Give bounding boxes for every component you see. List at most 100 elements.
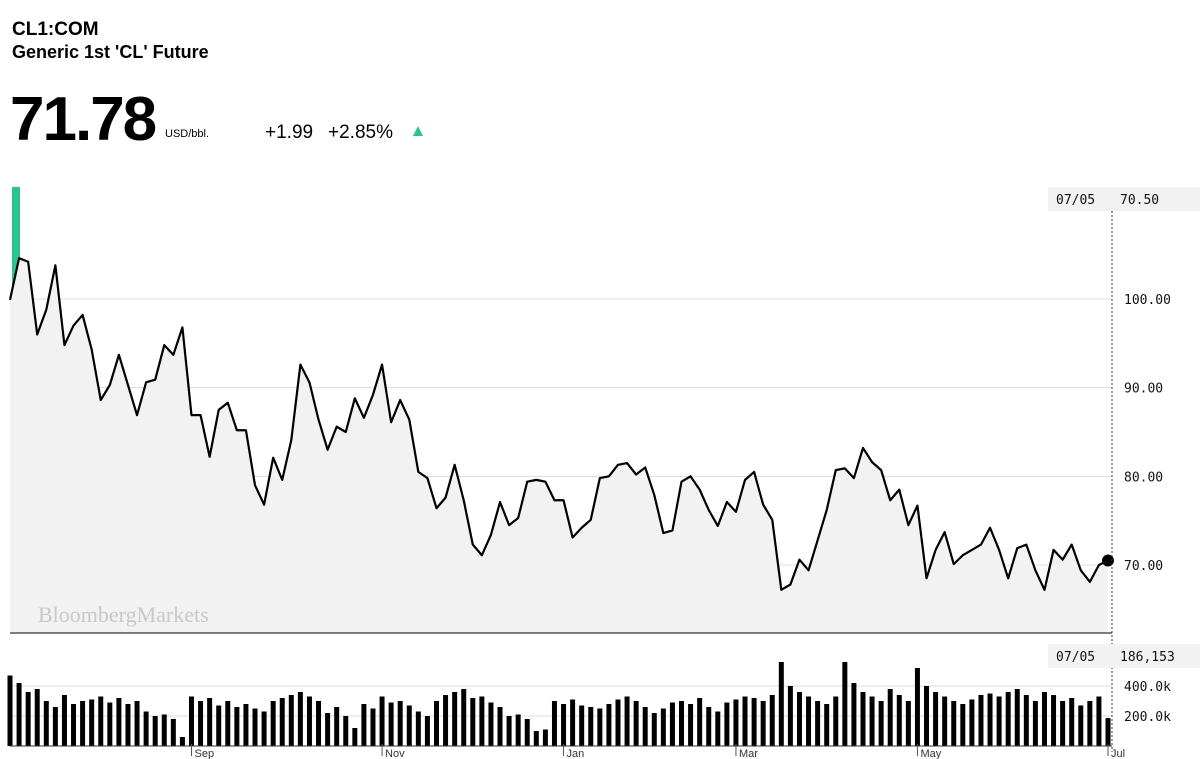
volume-bar — [388, 702, 394, 746]
volume-bar — [134, 701, 140, 746]
volume-bar — [443, 695, 449, 746]
y-tick-label: 70.00 — [1124, 559, 1163, 574]
volume-bar — [878, 701, 884, 746]
volume-bar — [624, 696, 630, 746]
last-point — [1102, 554, 1114, 567]
volume-bar — [905, 701, 911, 746]
volume-bar — [942, 696, 948, 746]
volume-bar — [769, 695, 775, 746]
x-tick-label: Jan — [567, 748, 585, 759]
volume-bar — [43, 701, 49, 746]
plot: 70.00 80.00 90.00 100.00 200.0k 400.0k Sep Nov J… — [7, 187, 1171, 759]
volume-bar — [933, 692, 939, 746]
volume-bar — [1069, 698, 1075, 746]
hover-price: 70.50 — [1120, 193, 1159, 208]
volume-bar — [497, 707, 503, 746]
volume-bar — [343, 716, 349, 746]
price-line — [8, 257, 1109, 591]
volume-bar — [1041, 692, 1047, 746]
volume-bar — [452, 692, 458, 746]
volume-bar — [7, 675, 13, 746]
volume-bar — [52, 707, 58, 746]
volume-bar — [61, 695, 67, 746]
volume-bar — [978, 695, 984, 746]
volume-bar — [787, 686, 793, 746]
volume-bar — [98, 696, 104, 746]
volume-bar — [179, 737, 185, 746]
volume-bar — [724, 702, 730, 746]
hover-box — [1048, 187, 1200, 211]
instrument-name: Generic 1st 'CL' Future — [12, 42, 209, 62]
volume-bar — [796, 692, 802, 746]
volume-bar — [851, 683, 857, 746]
volume-bar — [1060, 701, 1066, 746]
up-arrow — [413, 126, 423, 136]
volume-bar — [570, 699, 576, 746]
volume-bar — [316, 701, 322, 746]
volume-bar — [143, 711, 149, 746]
change-pct: +2.85% — [328, 122, 393, 143]
volume-bar — [688, 704, 694, 746]
volume-bar — [715, 711, 721, 746]
volume-bar — [479, 696, 485, 746]
volume-bar — [914, 668, 920, 746]
volume-bar — [71, 704, 77, 746]
volume-bar — [379, 696, 385, 746]
volume-bar — [606, 704, 612, 746]
volume-bar — [679, 701, 684, 746]
y-tick-label: 100.00 — [1124, 293, 1171, 308]
volume-bar — [170, 719, 176, 746]
volume-bar — [89, 699, 95, 746]
volume-bar — [924, 686, 930, 746]
volume-bar — [352, 728, 358, 746]
volume-bar — [361, 704, 367, 746]
x-tick-label: Sep — [194, 748, 214, 759]
volume-bar — [216, 705, 222, 746]
x-tick-label: May — [920, 748, 941, 759]
volume-bar — [1087, 701, 1093, 746]
volume-bar — [406, 705, 412, 746]
volume-bar — [252, 708, 258, 746]
volume-bar — [842, 662, 848, 746]
change: +1.99 — [265, 122, 313, 143]
volume-bar — [660, 708, 666, 746]
volume-bar — [815, 701, 821, 746]
volume-bar — [751, 698, 757, 746]
volume-bar — [987, 693, 993, 746]
volume-bar — [288, 695, 294, 746]
volume-bar — [579, 705, 585, 746]
volume-bar — [1032, 701, 1038, 746]
hover-volume: 186,153 — [1120, 650, 1175, 665]
volume-bar — [533, 731, 539, 746]
volume-bar — [642, 707, 648, 746]
volume-bar — [515, 714, 521, 746]
volume-bar — [397, 701, 403, 746]
watermark: BloombergMarkets — [38, 602, 209, 627]
volume-bar — [34, 689, 40, 746]
x-tick-label: Jul — [1111, 748, 1125, 759]
volume-bar — [424, 716, 430, 746]
x-tick-label: Mar — [739, 748, 758, 759]
volume-bar — [116, 698, 122, 746]
volume-bar — [461, 689, 467, 746]
volume-bar — [551, 701, 557, 746]
ticker: CL1:COM — [12, 19, 99, 40]
volume-bar — [542, 729, 548, 746]
volume-bar — [887, 689, 893, 746]
volume-bar — [951, 701, 957, 746]
volume-bar — [234, 707, 240, 746]
volume-bar — [306, 696, 312, 746]
volume-bar — [633, 701, 639, 746]
volume-bar — [325, 713, 331, 746]
volume-bar — [161, 714, 167, 746]
range-marker — [12, 187, 20, 300]
y-tick-label: 90.00 — [1124, 382, 1163, 397]
volume-bar — [16, 683, 22, 746]
volume-bar — [297, 692, 303, 746]
volume-bar — [25, 692, 31, 746]
volume-bar — [1005, 692, 1011, 746]
volume-bar — [697, 698, 703, 746]
volume-bar — [742, 696, 748, 746]
volume-bar — [370, 708, 376, 746]
